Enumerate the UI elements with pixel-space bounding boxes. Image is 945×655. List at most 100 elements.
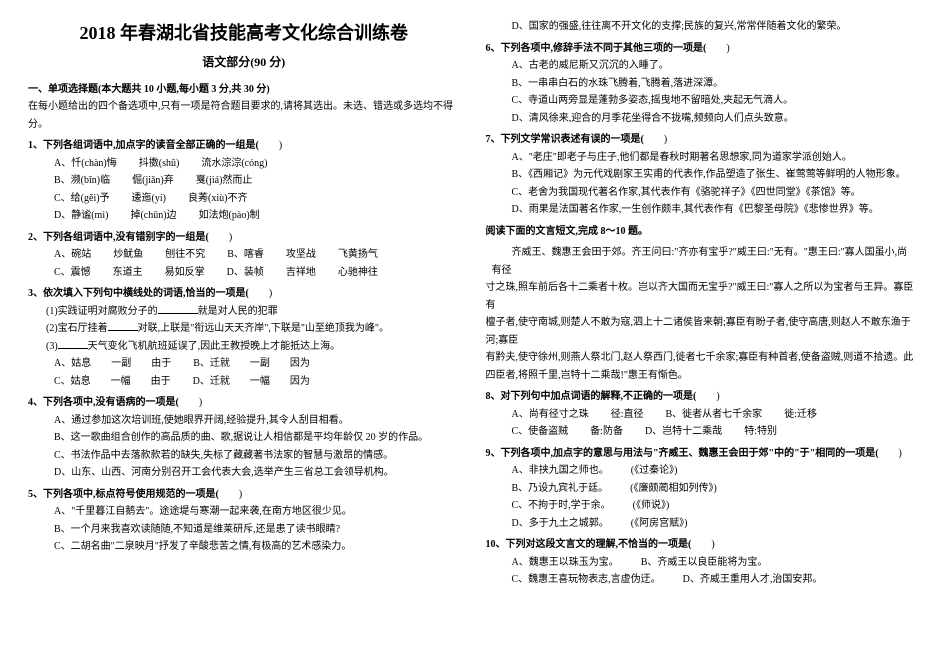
q4a: A、通过参加这次培训班,使她眼界开阔,经验提升,其令人刮目相看。 <box>28 412 460 430</box>
section-1-note: 在每小题给出的四个备选项中,只有一项是符合题目要求的,请将其选出。未选、错选或多… <box>28 98 460 133</box>
q8c2: 备:防备 <box>590 423 623 441</box>
q6-text: 6、下列各项中,修辞手法不同于其他三项的一项是( <box>486 43 707 54</box>
passage-lead: 阅读下面的文言短文,完成 8～10 题。 <box>486 223 918 241</box>
q1b1: B、濒(bīn)临 <box>54 172 110 190</box>
q2a3: 刨往不究 <box>165 246 205 264</box>
section-1-head: 一、单项选择题(本大题共 10 小题,每小题 3 分,共 30 分) <box>28 81 460 99</box>
q3-text: 3、依次填入下列句中横线处的词语,恰当的一项是( <box>28 288 249 299</box>
passage-line: 寸之珠,照车前后各十二乘者十枚。岂以齐大国而无宝乎?"威王曰:"寡人之所以为宝者… <box>486 279 918 314</box>
q1-b: B、濒(bīn)临倔(jiǎn)弃戛(jiá)然而止 <box>28 172 460 190</box>
q9c: C、不拘于时,学于余。(《师说》) <box>486 497 918 515</box>
passage-line: 齐威王、魏惠王会田于郊。齐王问曰:"齐亦有宝乎?"威王曰:"无有。"惠王曰:"寡… <box>486 244 918 279</box>
q1c2: 逶迤(yí) <box>132 190 166 208</box>
passage-line: 有黔夫,使守徐州,则燕人祭北门,赵人祭西门,徙者七千余家;寡臣有种首者,使备盗贼… <box>486 349 918 367</box>
q8a2: 径:直径 <box>611 406 644 424</box>
q2d2: 吉祥地 <box>286 264 316 282</box>
q3: 3、依次填入下列句中横线处的词语,恰当的一项是( ) <box>28 285 460 303</box>
q2a1: A、碗站 <box>54 246 91 264</box>
q3d: D、迁就 一幅 因为 <box>193 373 310 391</box>
q3-opts2: C、姑息 一幅 由于 D、迁就 一幅 因为 <box>28 373 460 391</box>
q1a1: A、忏(chàn)悔 <box>54 155 117 173</box>
q9b2: (《廉颇蔺相如列传》) <box>630 480 717 498</box>
q4: 4、下列各项中,没有语病的一项是( ) <box>28 394 460 412</box>
q2d3: 心驰神往 <box>338 264 378 282</box>
q9d1: D、多于九土之城郭。 <box>512 515 609 533</box>
blank <box>58 339 88 349</box>
exam-title: 2018 年春湖北省技能高考文化综合训练卷 <box>28 18 460 50</box>
q3b: B、迁就 一副 因为 <box>193 355 310 373</box>
q8c1: C、使备盗贼 <box>512 423 569 441</box>
q6c: C、寺道山两旁显是蓬勃多姿态,摇曳地不留暗处,夹起无气滴人。 <box>486 92 918 110</box>
q3s1a: (1)实践证明对腐败分子的 <box>46 306 158 317</box>
q2: 2、下列各组词语中,没有错别字的一组是( ) <box>28 229 460 247</box>
q3s2a: (2)宝石厅挂着 <box>46 323 108 334</box>
q2b1: B、喀睿 <box>227 246 264 264</box>
q9a1: A、非挟九国之师也。 <box>512 462 609 480</box>
q10-text: 10、下列对这段文言文的理解,不恰当的一项是( <box>486 539 692 550</box>
q1d2: 掉(chǔn)边 <box>130 207 176 225</box>
q10-row1: A、魏惠王以珠玉为宝。B、齐威王以良臣能将为宝。 <box>486 554 918 572</box>
right-column: D、国家的强盛,往往离不开文化的支撑;民族的复兴,常常伴随着文化的繁荣。 6、下… <box>486 18 918 589</box>
q5a: A、"千里暮江自鹅去"。途途堤与寒潮一起来袭,在南方地区很少见。 <box>28 503 460 521</box>
q1b3: 戛(jiá)然而止 <box>196 172 253 190</box>
q9d: D、多于九土之城郭。(《阿房宫赋》) <box>486 515 918 533</box>
q8b2: 徙:迁移 <box>784 406 817 424</box>
q6a: A、古老的威尼斯又沉沉的入睡了。 <box>486 57 918 75</box>
q9b1: B、乃设九宾礼于廷。 <box>512 480 609 498</box>
q1-c: C、给(gěi)予逶迤(yí)良莠(xiù)不齐 <box>28 190 460 208</box>
q10: 10、下列对这段文言文的理解,不恰当的一项是( ) <box>486 536 918 554</box>
q3c: C、姑息 一幅 由于 <box>54 373 171 391</box>
passage-line: 四臣者,将照千里,岂特十二乘哉!"惠王有惭色。 <box>486 367 918 385</box>
q8a1: A、尚有径寸之珠 <box>512 406 589 424</box>
q1-d: D、静谧(mì) 掉(chǔn)边 如法炮(pào)制 <box>28 207 460 225</box>
blank <box>108 321 138 331</box>
q3-s3: (3) 天气变化飞机航班延误了,因此王教授晚上才能抵达上海。 <box>28 338 460 356</box>
q5-text: 5、下列各项中,标点符号使用规范的一项是( <box>28 489 219 500</box>
q5c: C、二胡名曲"二泉映月"抒发了辛酸悲苦之情,有极高的艺术感染力。 <box>28 538 460 556</box>
q8-row2: C、使备盗贼 备:防备 D、岂特十二乘哉 特:特别 <box>486 423 918 441</box>
q8d2: 特:特别 <box>744 423 777 441</box>
q6b: B、一串串白石的水珠飞腾着,飞腾着,落进深潭。 <box>486 75 918 93</box>
q3-s1: (1)实践证明对腐败分子的 就是对人民的犯罪 <box>28 303 460 321</box>
q3a: A、姑息 一副 由于 <box>54 355 171 373</box>
passage-line: 檀子者,使守南城,则楚人不敢为寇,泗上十二诸侯皆来朝;寡臣有盼子者,使守高唐,则… <box>486 314 918 349</box>
q4c: C、书法作品中去落款款若的缺失,失标了藏藏著书法家的智慧与激昂的情感。 <box>28 447 460 465</box>
q2b3: 飞黄扬气 <box>338 246 378 264</box>
q3s2b: 对联,上联是"衔远山天天齐岸",下联是"山至绝顶我为峰"。 <box>138 323 389 334</box>
q1d1: D、静谧(mì) <box>54 207 108 225</box>
q2-text: 2、下列各组词语中,没有错别字的一组是( <box>28 232 209 243</box>
blank <box>158 304 198 314</box>
q2b2: 攻坚战 <box>286 246 316 264</box>
q1c1: C、给(gěi)予 <box>54 190 110 208</box>
q7: 7、下列文学常识表述有误的一项是( ) <box>486 131 918 149</box>
q9: 9、下列各项中,加点字的意思与用法与"齐威王、魏惠王会田于郊"中的"于"相同的一… <box>486 445 918 463</box>
q7a: A、"老庄"即老子与庄子,他们都是春秋时期著名思想家,同为道家学派创始人。 <box>486 149 918 167</box>
q4b: B、这一歌曲组合创作的高品质的曲、歌,据说让人相信都是平均年龄仅 20 岁的作品… <box>28 429 460 447</box>
q3-opts1: A、姑息 一副 由于 B、迁就 一副 因为 <box>28 355 460 373</box>
q10-row2: C、魏惠王喜玩物表志,言虚伪迂。 D、齐威王重用人才,治国安邦。 <box>486 571 918 589</box>
q1-a: A、忏(chàn)悔抖擞(shū)流水淙淙(cóng) <box>28 155 460 173</box>
q1d3: 如法炮(pào)制 <box>199 207 260 225</box>
q3s3b: 天气变化飞机航班延误了,因此王教授晚上才能抵达上海。 <box>88 341 341 352</box>
q3s3a: (3) <box>46 341 58 352</box>
q4d: D、山东、山西、河南分别召开工会代表大会,选举产生三省总工会领导机构。 <box>28 464 460 482</box>
left-column: 2018 年春湖北省技能高考文化综合训练卷 语文部分(90 分) 一、单项选择题… <box>28 18 460 589</box>
q9a: A、非挟九国之师也。(《过秦论》) <box>486 462 918 480</box>
q3s1b: 就是对人民的犯罪 <box>198 306 278 317</box>
q8b1: B、徙者从者七千余家 <box>666 406 763 424</box>
q5: 5、下列各项中,标点符号使用规范的一项是( ) <box>28 486 460 504</box>
q2-row1: A、碗站炒鱿鱼刨往不究 B、喀睿攻坚战飞黄扬气 <box>28 246 460 264</box>
q6: 6、下列各项中,修辞手法不同于其他三项的一项是( ) <box>486 40 918 58</box>
q10c: C、魏惠王喜玩物表志,言虚伪迂。 <box>512 571 661 589</box>
q8d1: D、岂特十二乘哉 <box>645 423 722 441</box>
q5b: B、一个月来我喜欢读随随,不知道是维莱研斥,还是患了读书眼睛? <box>28 521 460 539</box>
q10d: D、齐威王重用人才,治国安邦。 <box>683 571 823 589</box>
q7-text: 7、下列文学常识表述有误的一项是( <box>486 134 644 145</box>
q2d1: D、装帧 <box>227 264 264 282</box>
q5d: D、国家的强盛,往往离不开文化的支撑;民族的复兴,常常伴随着文化的繁荣。 <box>486 18 918 36</box>
q2c3: 易如反掌 <box>165 264 205 282</box>
q6d: D、清风徐来,迎合的月季花坐得合不拢嘴,频频向人们点头致意。 <box>486 110 918 128</box>
q1: 1、下列各组词语中,加点字的读音全部正确的一组是( ) <box>28 137 460 155</box>
q2c1: C、震憾 <box>54 264 91 282</box>
q10b: B、齐威王以良臣能将为宝。 <box>641 554 768 572</box>
